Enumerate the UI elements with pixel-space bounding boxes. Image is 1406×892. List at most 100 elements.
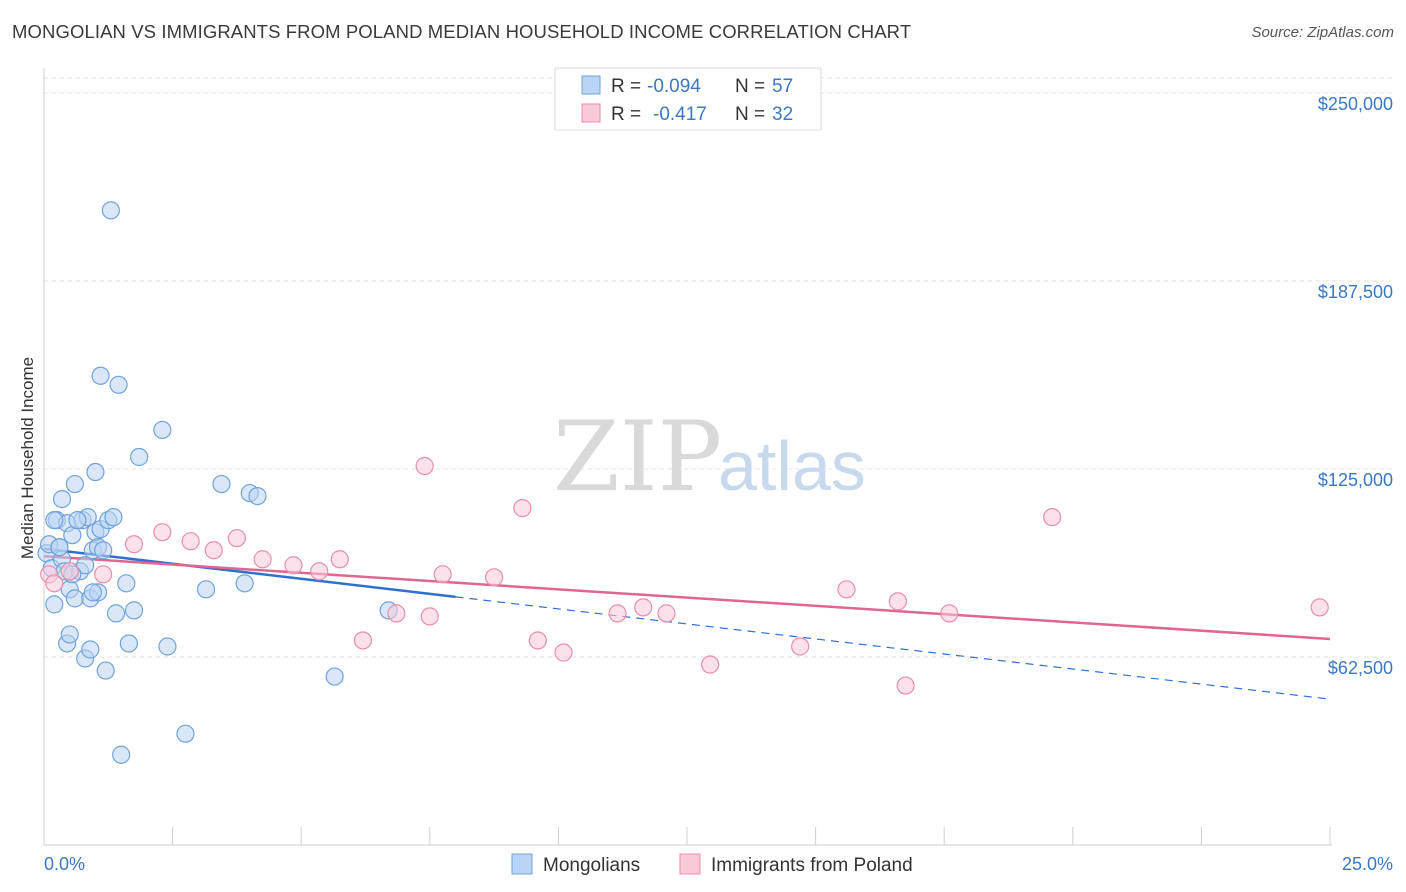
poland-point [94,565,113,584]
legend-n-label-2: N = [735,104,765,125]
mongolians-point [106,604,126,623]
y-tick-label: $187,500 [1318,282,1393,302]
y-tick-label: $125,000 [1318,470,1393,490]
mongolians-point [117,574,136,593]
poland-point [888,592,908,611]
watermark-atlas: atlas [718,427,866,505]
poland-trend-line [43,554,1331,641]
poland-point [284,556,303,575]
poland-point [837,580,856,599]
mongolians-point [235,574,254,593]
poland-point [701,655,720,674]
mongolians-point [52,489,72,509]
poland-point [608,604,627,623]
poland-point [253,550,272,569]
poland-point [485,568,504,587]
poland-point [387,604,406,623]
mongolians-point [101,201,120,220]
mongolians-point [112,745,131,764]
data-points [37,201,1329,764]
x-tick-label-min: 0.0% [44,854,85,874]
watermark-zip: ZIP [553,401,722,513]
mongolians-legend-swatch [581,75,601,95]
mongolians-point [91,366,110,385]
mongolians-point [68,511,87,530]
poland-point [528,631,547,650]
x-tick-labels: 0.0% 25.0% [44,854,1393,874]
mongolians-point [124,601,144,620]
y-tick-labels: $62,500 $125,000 $187,500 $250,000 [1318,94,1393,678]
series-legend: Mongolians Immigrants from Poland [511,853,913,876]
poland-point [310,562,329,581]
mongolians-point [76,556,95,575]
mongolians-trend-line [43,547,456,599]
mongolians-point [83,583,102,602]
mongolians-point [96,661,115,680]
poland-point [330,550,349,569]
source-label: Source: ZipAtlas.com [1251,24,1394,41]
y-tick-label: $250,000 [1318,94,1393,114]
poland-legend-swatch [581,103,601,123]
poland-point [415,456,434,476]
legend-r-label-1: R = [611,76,641,97]
axes [43,68,1332,846]
mongolians-point [104,508,123,527]
trend-lines [43,547,1331,700]
legend-r-value-2: -0.417 [653,104,707,125]
mongolians-point [158,637,177,656]
poland-point [60,562,79,581]
poland-point [1310,598,1329,617]
mongolians-point [130,447,149,467]
legend-n-label-1: N = [735,76,765,97]
poland-point [940,604,959,623]
mongolians-point [94,541,113,560]
mongolians-point [86,462,105,482]
mongolians-trend-extension [455,596,1331,700]
mongolians-series-label: Mongolians [543,855,640,876]
poland-point [554,643,573,662]
poland-point [513,499,532,518]
poland-point [1043,508,1062,527]
poland-point [896,676,915,695]
poland-series-label: Immigrants from Poland [711,855,913,876]
legend-n-value-1: 57 [772,76,793,97]
mongolians-point [248,486,267,506]
mongolians-point [81,640,100,659]
x-tick-label-max: 25.0% [1342,854,1393,874]
poland-point [657,604,676,623]
poland-point [45,574,64,593]
mongolians-point [196,580,216,599]
stats-legend: R = -0.094 N = 57 R = -0.417 N = 32 [554,67,822,131]
chart-title: MONGOLIAN VS IMMIGRANTS FROM POLAND MEDI… [12,21,912,42]
mongolians-point [45,595,64,614]
mongolians-point [325,667,344,686]
mongolians-point [50,538,69,557]
mongolians-series-swatch [511,853,533,875]
legend-n-value-2: 32 [772,104,793,125]
mongolians-point [212,474,231,494]
poland-point [227,529,246,548]
poland-point [153,523,172,542]
poland-point [791,637,810,656]
legend-r-value-1: -0.094 [647,76,701,97]
mongolians-point [153,420,172,440]
legend-r-label-2: R = [611,104,641,125]
poland-point [181,532,200,551]
mongolians-point [109,375,128,394]
mongolians-point [176,724,195,743]
poland-point [124,535,144,554]
y-tick-label: $62,500 [1328,658,1393,678]
mongolians-point [60,625,79,644]
mongolians-point [119,634,138,653]
poland-point [433,565,452,584]
poland-point [420,607,439,626]
poland-point [353,631,373,650]
mongolians-point [63,526,82,545]
mongolians-point [65,589,84,608]
poland-point [204,541,223,560]
poland-point [634,598,653,617]
mongolians-point [65,474,84,494]
poland-series-swatch [679,853,701,875]
mongolians-point [45,511,64,530]
